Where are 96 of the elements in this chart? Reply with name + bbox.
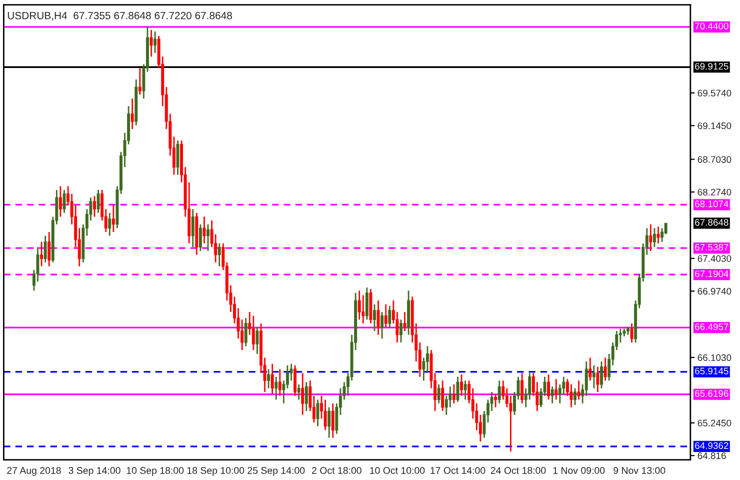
candlestick xyxy=(324,398,327,431)
y-tick-label: 67.4030 xyxy=(698,255,732,262)
y-tick-label: 69.5740 xyxy=(698,90,732,96)
candlestick xyxy=(596,366,600,393)
y-tick-label: 69.1450 xyxy=(698,122,732,130)
candlestick xyxy=(550,386,554,404)
x-tick-label: 9 Nov 13:00 xyxy=(614,467,666,474)
candlestick xyxy=(547,374,550,400)
candlestick xyxy=(198,224,202,252)
candlestick xyxy=(328,406,331,438)
x-tick-label: 1 Nov 09:00 xyxy=(553,467,605,474)
candlestick xyxy=(574,387,577,406)
candlestick xyxy=(664,222,668,235)
candlestick xyxy=(40,241,44,267)
y-tick-label: 64.816 xyxy=(698,452,726,460)
x-tick-label: 24 Oct 18:00 xyxy=(490,467,546,474)
candlestick xyxy=(422,357,426,382)
candlestick xyxy=(270,363,274,395)
x-tick-label: 17 Oct 14:00 xyxy=(430,467,486,474)
candlestick xyxy=(252,315,255,351)
candlestick xyxy=(600,360,603,389)
candlestick xyxy=(630,322,634,344)
candlestick xyxy=(112,204,115,233)
candlestick xyxy=(660,227,664,243)
text: USDRUB,H4 67.7355 67.8648 67.7220 67.8648 xyxy=(8,12,232,21)
candlestick xyxy=(441,380,444,412)
candlestick xyxy=(274,376,278,400)
candlestick xyxy=(218,242,221,267)
text: 67.8648 xyxy=(695,219,728,226)
candlestick xyxy=(138,67,142,96)
ref-line-label: 65.6196 xyxy=(695,390,728,397)
x-tick-label: 3 Sep 14:00 xyxy=(68,467,120,476)
candlestick xyxy=(373,304,376,332)
candlestick xyxy=(191,208,194,248)
candlestick xyxy=(380,311,384,340)
candlestick xyxy=(376,300,380,336)
ref-line-label: 70.4400 xyxy=(695,22,728,30)
ref-line-label: 64.9362 xyxy=(695,442,728,449)
candlestick xyxy=(244,317,248,347)
y-tick-label: 66.9740 xyxy=(698,288,732,295)
candlestick xyxy=(48,231,51,267)
ref-line-label: 68.1074 xyxy=(695,200,728,208)
x-tick-label: 10 Oct 10:00 xyxy=(370,467,425,474)
ref-line-label: 69.9125 xyxy=(695,62,728,70)
x-tick-label: 25 Sep 14:00 xyxy=(248,467,305,476)
candlestick xyxy=(58,186,62,218)
candlestick xyxy=(362,294,365,324)
candlestick xyxy=(202,216,206,244)
candlestick xyxy=(494,394,498,408)
candlestick xyxy=(331,402,334,438)
candlestick xyxy=(520,372,524,404)
candlestick xyxy=(498,380,501,404)
candlestick xyxy=(652,227,656,248)
candlestick xyxy=(130,98,134,130)
candlestick xyxy=(490,391,494,412)
candlestick xyxy=(649,224,652,252)
y-tick-label: 65.2450 xyxy=(698,420,732,426)
candlestick xyxy=(294,364,297,397)
candlestick xyxy=(256,326,259,355)
candlestick xyxy=(365,286,368,320)
candlestick xyxy=(464,380,467,400)
candlestick xyxy=(154,30,157,54)
candlestick xyxy=(358,290,361,320)
candlestick xyxy=(604,357,607,382)
candlestick xyxy=(267,368,270,389)
candlestick xyxy=(206,224,210,252)
ref-line-label: 67.5387 xyxy=(695,244,728,251)
x-tick-label: 27 Aug 2018 xyxy=(7,467,61,476)
candlestick xyxy=(452,384,456,404)
x-tick-label: 10 Sep 18:00 xyxy=(126,467,184,476)
candlestick xyxy=(554,378,558,400)
x-tick-label: 2 Oct 18:00 xyxy=(312,467,362,474)
candlestick xyxy=(297,384,300,400)
candlestick xyxy=(44,235,47,264)
x-tick-label: 18 Sep 10:00 xyxy=(187,467,244,476)
ref-line-label: 66.4957 xyxy=(695,323,728,330)
y-tick-label: 68.2740 xyxy=(698,188,732,196)
candlestick xyxy=(278,368,282,397)
candlestick xyxy=(301,372,304,416)
candlestick xyxy=(577,380,580,400)
y-tick-label: 68.7030 xyxy=(698,156,732,163)
candlestick xyxy=(437,384,440,404)
candlestick xyxy=(108,212,112,236)
candlestick xyxy=(304,381,308,412)
y-tick-label: 66.1030 xyxy=(698,354,732,361)
candlestick xyxy=(592,364,596,389)
candlestick xyxy=(96,189,100,214)
candlestick xyxy=(384,304,388,328)
candlestick xyxy=(388,305,392,328)
ref-line-label: 67.1904 xyxy=(695,270,728,278)
ref-line-label: 65.9145 xyxy=(695,368,728,374)
candlestick xyxy=(456,376,460,403)
candlestick xyxy=(399,318,402,344)
candlestick xyxy=(93,195,96,218)
candlestick xyxy=(460,374,463,397)
candlestick xyxy=(588,357,592,382)
